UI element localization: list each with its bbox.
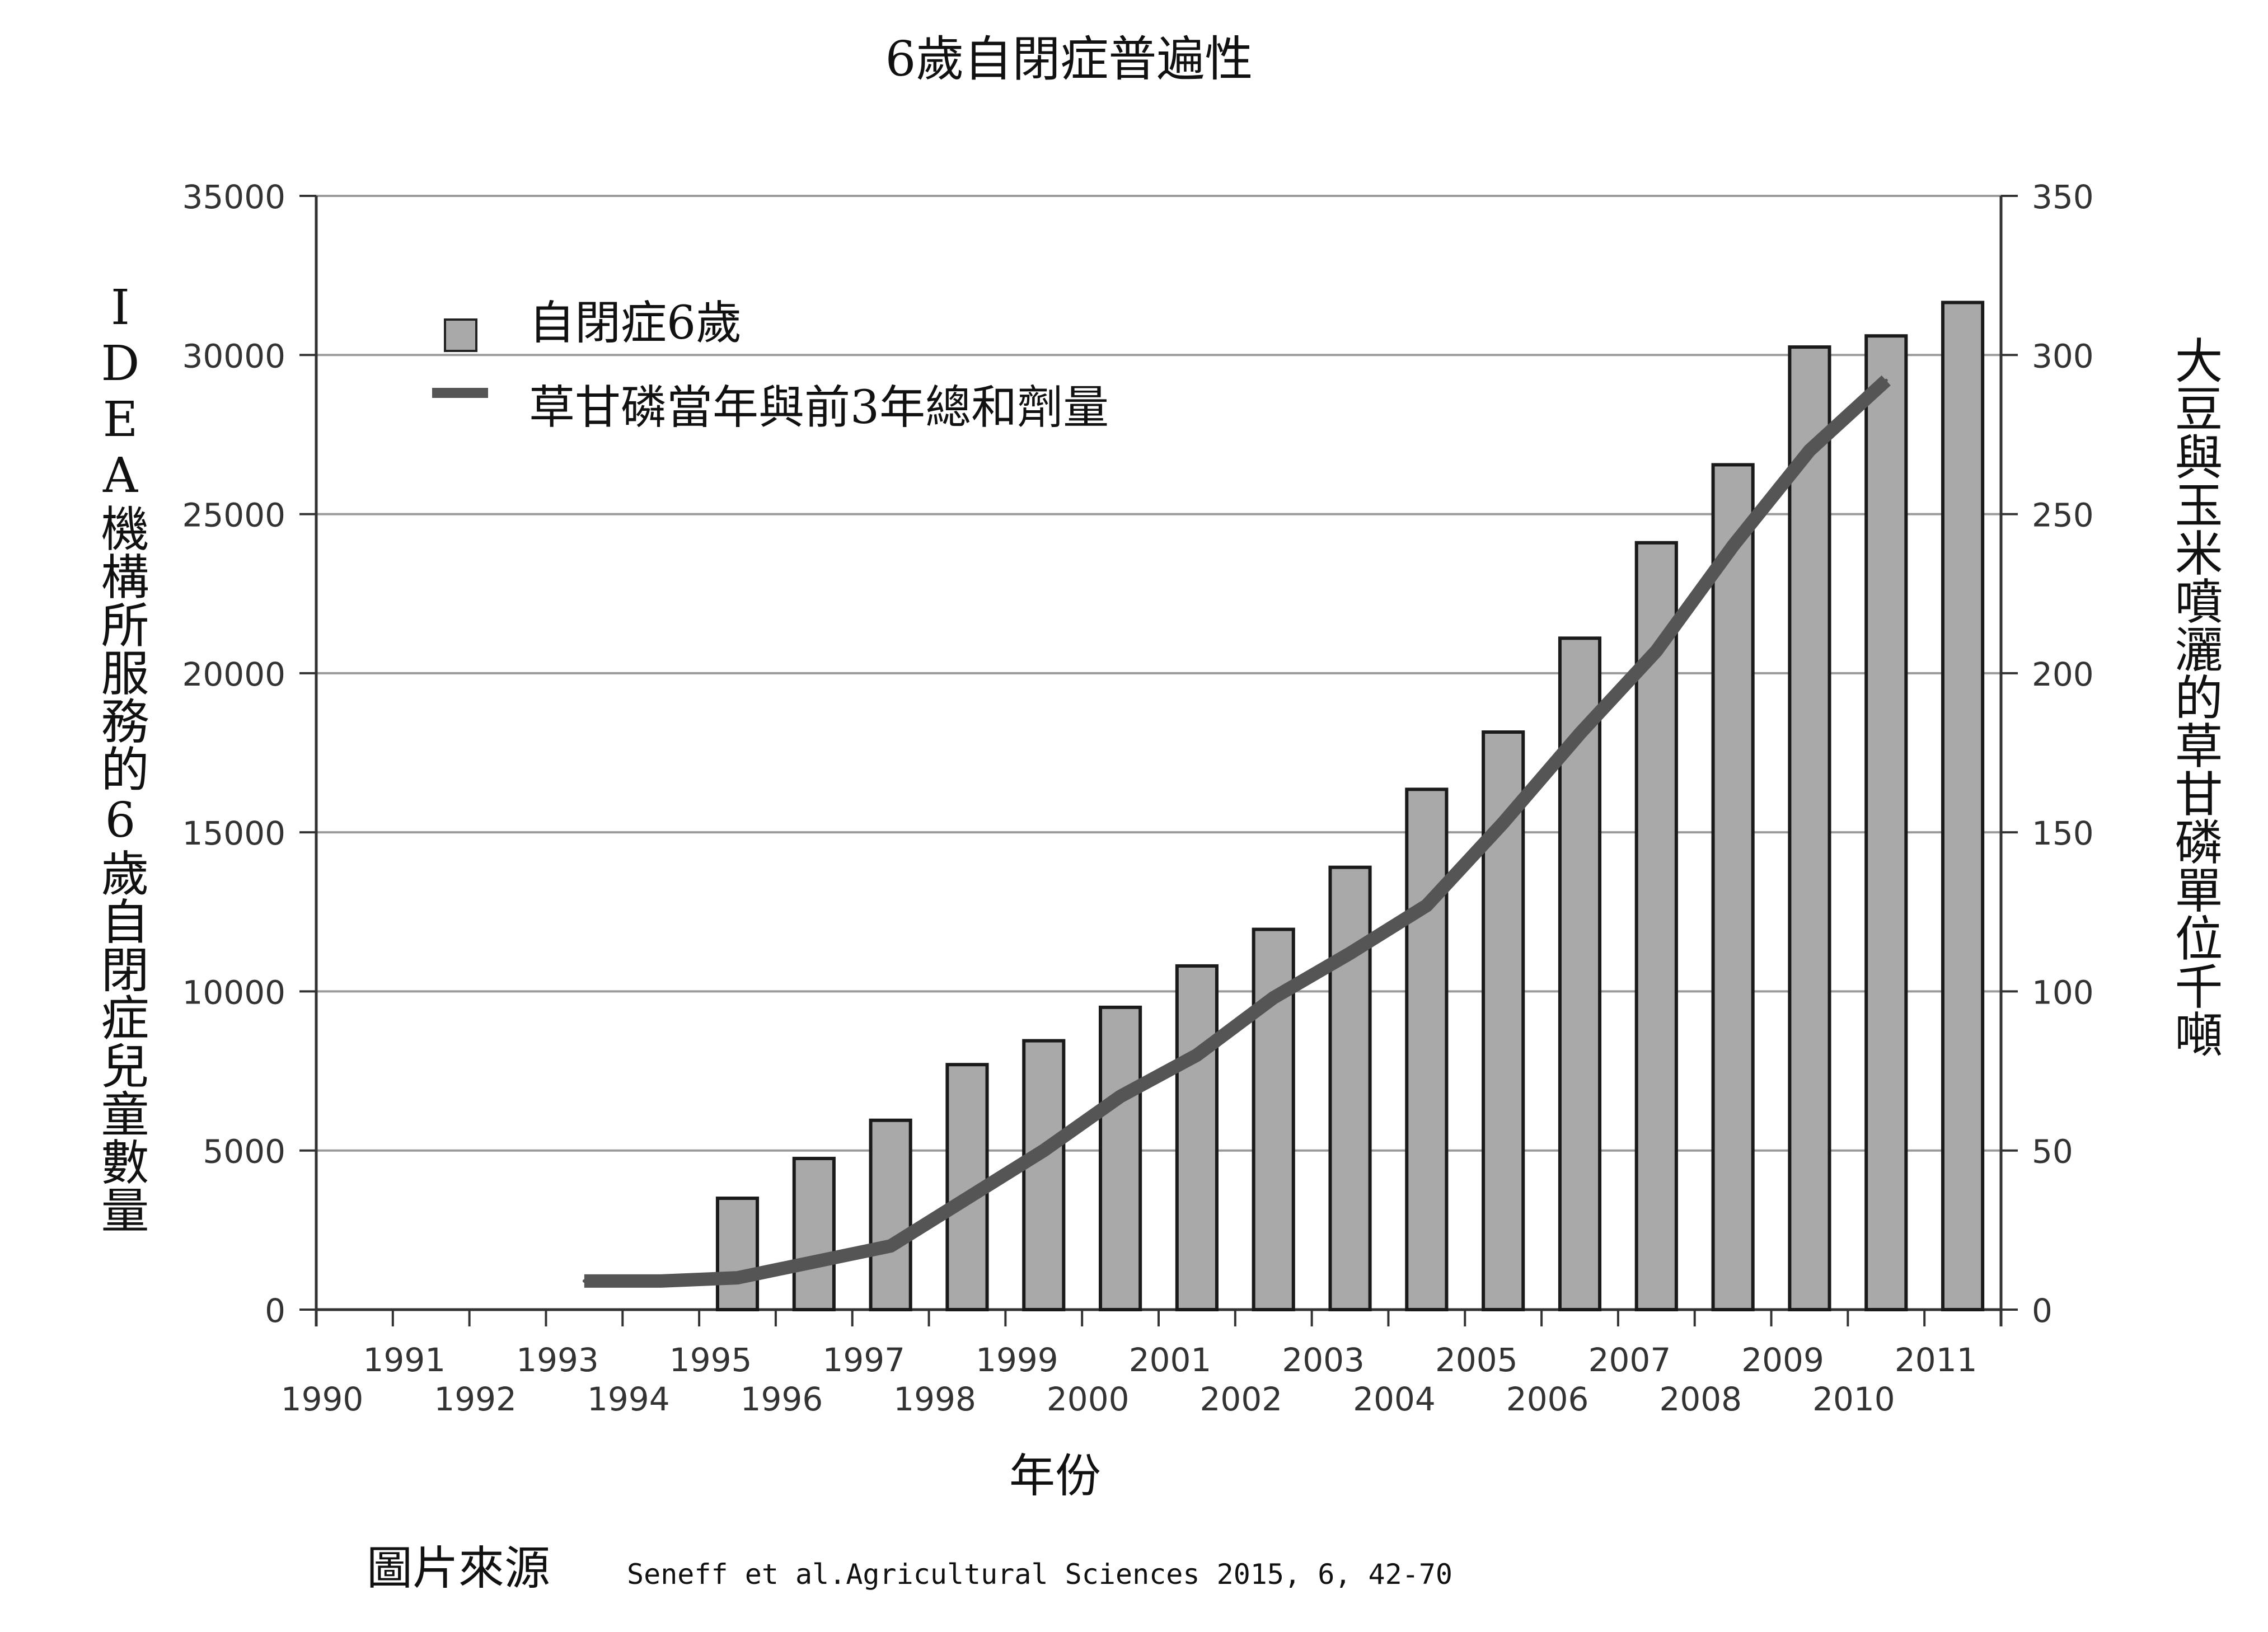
y-right-tick-label: 350: [2032, 178, 2094, 216]
y-right-tick-label: 0: [2032, 1292, 2053, 1330]
x-tick-label: 2009: [1741, 1341, 1824, 1379]
line-point-2007: [1655, 649, 1658, 653]
line-point-2008: [1731, 544, 1735, 548]
bar-2001: [1175, 964, 1219, 1311]
line-point-2002: [1272, 996, 1276, 1000]
chart-title: 6歲自閉症普遍性: [885, 31, 1253, 87]
glyphosate-line: [584, 375, 1891, 1288]
y-left-tick-label: 15000: [182, 814, 285, 852]
line-point-2005: [1501, 821, 1505, 825]
x-tick-label: 1995: [669, 1341, 752, 1379]
legend-line-swatch: [432, 388, 488, 398]
tick-labels: 0 0 5000 50 10000 100 15000 150 20000 200 25000 250…: [182, 178, 2093, 1418]
legend: 自閉症6歲 草甘磷當年與前3年總和劑量: [432, 297, 1109, 434]
line-point-2004: [1424, 903, 1428, 907]
bar-2006: [1558, 636, 1602, 1311]
line-point-2001: [1195, 1053, 1199, 1057]
x-tick-label: 2010: [1812, 1380, 1895, 1418]
source-text: Seneff et al.Agricultural Sciences 2015,…: [627, 1558, 1452, 1591]
x-tick-label: 2005: [1435, 1341, 1518, 1379]
x-tick-label: 2008: [1659, 1380, 1742, 1418]
y-right-tick-label: 250: [2032, 496, 2094, 534]
gridlines: [316, 195, 2001, 1311]
axes: [299, 195, 2018, 1326]
x-tick-label: 2002: [1200, 1380, 1283, 1418]
bar-1996: [792, 1156, 836, 1311]
y-left-tick-label: 35000: [182, 178, 285, 216]
y-axis-left-title: IDEA機構所服務的6歲自閉症兒童數量: [92, 280, 148, 1234]
line-series: [582, 375, 1891, 1288]
x-tick-label: 2001: [1129, 1341, 1212, 1379]
y-right-tick-label: 300: [2032, 337, 2094, 375]
line-point-1997: [889, 1244, 893, 1248]
line-point-1995: [735, 1276, 739, 1280]
line-point-2003: [1348, 951, 1352, 955]
legend-bar-swatch: [444, 318, 477, 352]
line-point-2000: [1118, 1095, 1122, 1099]
y-left-tick-label: 5000: [203, 1133, 285, 1171]
line-point-1993: [582, 1279, 586, 1283]
bar-2003: [1328, 865, 1372, 1311]
y-left-tick-label: 10000: [182, 973, 285, 1011]
line-point-2009: [1807, 448, 1811, 452]
bar-2010: [1864, 334, 1908, 1312]
bar-1998: [945, 1063, 989, 1311]
bar-1997: [869, 1118, 912, 1311]
bar-2009: [1788, 345, 1831, 1311]
source-label: 圖片來源: [367, 1542, 550, 1595]
x-axis-title: 年份: [1009, 1450, 1101, 1503]
legend-label-bars: 自閉症6歲: [529, 297, 742, 350]
line-point-2006: [1578, 731, 1582, 735]
y-left-tick-label: 25000: [182, 496, 285, 534]
x-tick-label: 2007: [1588, 1341, 1671, 1379]
y-right-tick-label: 100: [2032, 973, 2094, 1011]
x-tick-label: 2011: [1895, 1341, 1978, 1379]
x-tick-label: 1996: [741, 1380, 823, 1418]
x-tick-label: 1997: [822, 1341, 905, 1379]
bar-2004: [1405, 787, 1449, 1311]
line-point-2010: [1884, 378, 1888, 382]
x-tick-label: 2004: [1353, 1380, 1436, 1418]
y-right-tick-label: 150: [2032, 814, 2094, 852]
y-left-tick-label: 30000: [182, 337, 285, 375]
bar-1995: [715, 1197, 760, 1311]
x-tick-label: 1999: [976, 1341, 1058, 1379]
y-right-tick-label: 50: [2032, 1133, 2073, 1171]
x-tick-label: 2000: [1047, 1380, 1130, 1418]
line-point-1998: [965, 1197, 969, 1200]
line-point-1994: [659, 1279, 663, 1283]
x-tick-label: 1990: [281, 1380, 364, 1418]
legend-label-line: 草甘磷當年與前3年總和劑量: [529, 381, 1109, 434]
bar-2000: [1099, 1005, 1142, 1312]
y-left-tick-label: 0: [265, 1292, 285, 1330]
x-tick-label: 1992: [434, 1380, 517, 1418]
bar-2011: [1941, 301, 1985, 1311]
bar-1999: [1022, 1039, 1066, 1311]
x-tick-label: 1998: [893, 1380, 976, 1418]
line-point-1996: [812, 1260, 816, 1264]
x-tick-label: 1991: [363, 1341, 446, 1379]
x-tick-label: 2006: [1506, 1380, 1589, 1418]
line-point-1999: [1042, 1148, 1046, 1152]
x-tick-label: 1993: [516, 1341, 599, 1379]
y-axis-right-title: 大豆與玉米噴灑的草甘磷單位千噸: [2166, 336, 2222, 1058]
bar-2008: [1711, 463, 1755, 1311]
y-left-tick-label: 20000: [182, 655, 285, 693]
x-tick-label: 2003: [1282, 1341, 1365, 1379]
y-right-tick-label: 200: [2032, 655, 2094, 693]
x-tick-label: 1994: [587, 1380, 670, 1418]
